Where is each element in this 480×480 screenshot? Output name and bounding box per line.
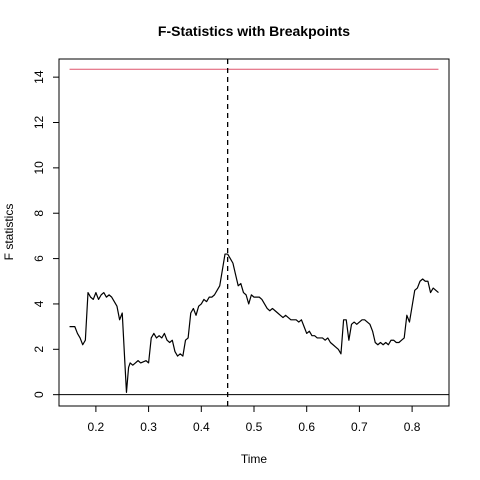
- chart-title: F-Statistics with Breakpoints: [158, 23, 350, 39]
- x-tick-label: 0.7: [351, 420, 368, 434]
- x-tick-label: 0.3: [140, 420, 157, 434]
- y-tick-label: 12: [32, 116, 46, 130]
- y-tick-label: 14: [32, 70, 46, 84]
- y-tick-label: 4: [32, 300, 46, 307]
- y-tick-label: 2: [32, 346, 46, 353]
- y-axis-label: F statistics: [2, 204, 16, 261]
- x-tick-label: 0.8: [404, 420, 421, 434]
- y-tick-label: 0: [32, 391, 46, 398]
- plot-frame: [58, 58, 450, 407]
- y-tick-label: 6: [32, 255, 46, 262]
- x-tick-label: 0.4: [193, 420, 210, 434]
- f-statistic-series-line: [69, 253, 439, 393]
- y-tick-label: 10: [32, 161, 46, 175]
- y-tick-label: 8: [32, 210, 46, 217]
- x-axis-label: Time: [241, 452, 268, 466]
- x-tick-label: 0.6: [298, 420, 315, 434]
- x-tick-label: 0.2: [88, 420, 105, 434]
- x-tick-label: 0.5: [246, 420, 263, 434]
